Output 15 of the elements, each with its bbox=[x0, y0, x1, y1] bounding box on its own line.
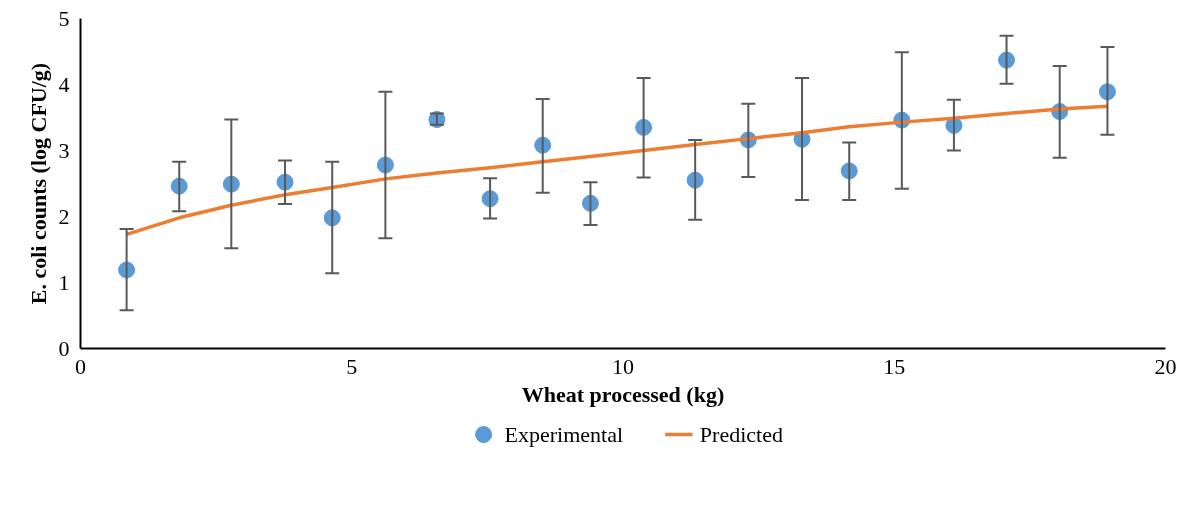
x-tick-label: 15 bbox=[883, 353, 906, 379]
x-tick-label: 5 bbox=[346, 353, 358, 379]
x-tick-label: 0 bbox=[75, 353, 86, 379]
y-tick-label: 0 bbox=[58, 335, 70, 361]
legend-label: Predicted bbox=[699, 422, 783, 447]
y-axis-title: E. coli counts (log CFU/g) bbox=[25, 62, 51, 305]
x-tick-label: 10 bbox=[612, 353, 634, 379]
y-tick-label: 5 bbox=[58, 5, 70, 31]
x-axis-title: Wheat processed (kg) bbox=[521, 381, 725, 407]
y-tick-label: 4 bbox=[58, 71, 70, 97]
y-tick-label: 1 bbox=[58, 269, 70, 295]
y-tick-label: 3 bbox=[58, 137, 70, 163]
y-tick-label: 2 bbox=[58, 203, 70, 229]
x-tick-label: 20 bbox=[1154, 353, 1177, 379]
legend-label: Experimental bbox=[504, 422, 624, 447]
